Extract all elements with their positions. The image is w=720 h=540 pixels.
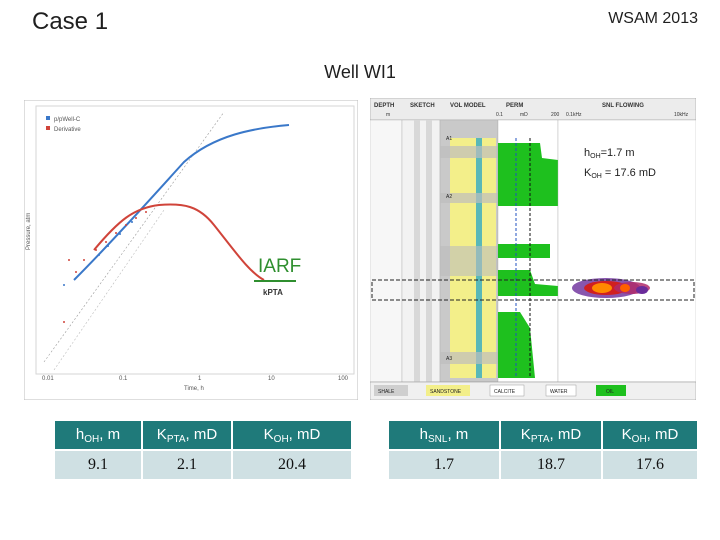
x-tick-3: 10: [268, 376, 275, 382]
legend-oil-swatch: [596, 385, 626, 396]
x-tick-0: 0.01: [42, 376, 54, 382]
perm-scale-unit: mD: [520, 112, 528, 118]
perm-scale-max: 200: [551, 112, 560, 118]
value-koh: 20.4: [232, 449, 351, 479]
conference-title: WSAM 2013: [608, 10, 698, 27]
header-koh: KOH, mD: [232, 421, 351, 450]
x-tick-1: 0.1: [119, 376, 128, 382]
x-tick-4: 100: [338, 376, 349, 382]
hoh-annotation: hOH=1.7 m KOH = 17.6 mD: [580, 142, 680, 184]
derivative-curve: [93, 203, 265, 281]
snl-scale-max: 10kHz: [674, 112, 689, 118]
track-header-perm: PERM: [506, 103, 523, 109]
results-table-pta: hOH, m KPTA, mD KOH, mD 9.1 2.1 20.4: [55, 421, 351, 479]
header-kpta: KPTA, mD: [142, 421, 233, 450]
track-header-vol-model: VOL MODEL: [450, 103, 486, 109]
header-kpta: KPTA, mD: [500, 421, 603, 450]
legend-pressure: p/pWell-C: [54, 117, 81, 123]
legend-marker-derivative: [46, 126, 50, 130]
depth-unit: m: [386, 112, 390, 118]
x-axis-label: Time, h: [184, 386, 204, 392]
perm-fill-upper: [498, 143, 558, 206]
koh-line: KOH = 17.6 mD: [584, 167, 656, 180]
legend-sandstone: SANDSTONE: [430, 389, 462, 395]
legend-marker-pressure: [46, 116, 50, 120]
case-title: Case 1: [32, 8, 109, 35]
value-hoh: 9.1: [55, 449, 143, 479]
kpta-label: kPTA: [263, 288, 283, 297]
depth-track: [370, 119, 403, 383]
half-slope-line: [53, 209, 165, 371]
table-row: 9.1 2.1 20.4: [55, 449, 351, 479]
header-hoh: hOH, m: [55, 421, 143, 450]
zone-a3: A3: [446, 356, 452, 362]
y-axis-label: Pressure, atm: [26, 213, 32, 250]
legend-oil: OIL: [606, 389, 614, 395]
snl-spectrum: [572, 278, 650, 298]
derivative-points: [63, 211, 147, 323]
legend-calcite-swatch: [489, 384, 525, 397]
perm-scale-min: 0.1: [496, 112, 503, 118]
value-hsnl: 1.7: [389, 449, 501, 479]
well-title: Well WI1: [324, 62, 396, 82]
legend-calcite: CALCITE: [494, 389, 516, 395]
table-header-row: hOH, m KPTA, mD KOH, mD: [55, 421, 351, 450]
snl-scale-min: 0.1kHz: [566, 112, 582, 118]
legend-sandstone-swatch: [426, 385, 470, 396]
pressure-derivative-plot: p/pWell-C Derivative Pressure, atm 0.01 …: [24, 100, 358, 400]
table-header-row: hSNL, m KPTA, mD KOH, mD: [389, 421, 697, 450]
zone-a1: A1: [446, 136, 452, 142]
legend-shale-swatch: [374, 385, 408, 396]
hoh-line: hOH=1.7 m: [584, 147, 635, 160]
value-kpta: 18.7: [500, 449, 603, 479]
legend-water-swatch: [545, 384, 577, 397]
results-table-snl: hSNL, m KPTA, mD KOH, mD 1.7 18.7 17.6: [389, 421, 697, 479]
track-header-depth: DEPTH: [374, 103, 394, 109]
track-header-sketch: SKETCH: [410, 103, 435, 109]
perm-fill-iarf: [498, 270, 558, 296]
perm-fill-mid: [498, 244, 550, 258]
x-tick-2: 1: [198, 376, 202, 382]
track-header-snl: SNL FLOWING: [602, 103, 644, 109]
pressure-points: [63, 221, 133, 286]
legend-shale: SHALE: [378, 389, 395, 395]
value-kpta: 2.1: [142, 449, 233, 479]
iarf-label: IARF: [258, 256, 302, 277]
legend-derivative: Derivative: [54, 127, 81, 133]
iarf-zone-highlight: [371, 279, 695, 301]
header-hsnl: hSNL, m: [389, 421, 501, 450]
table-row: 1.7 18.7 17.6: [389, 449, 697, 479]
header-koh: KOH, mD: [602, 421, 697, 450]
value-koh: 17.6: [602, 449, 697, 479]
legend-water: WATER: [550, 389, 568, 395]
sketch-track: [401, 119, 441, 383]
zone-a2: A2: [446, 194, 452, 200]
